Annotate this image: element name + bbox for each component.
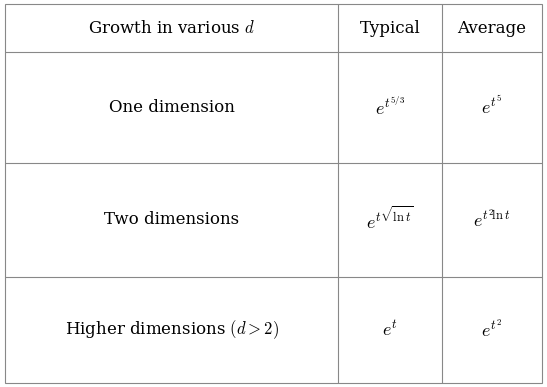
Text: $e^{t^{5/3}}$: $e^{t^{5/3}}$	[375, 96, 405, 119]
Text: $e^{t^5}$: $e^{t^5}$	[481, 96, 503, 118]
Text: Higher dimensions $(d > 2)$: Higher dimensions $(d > 2)$	[65, 319, 279, 341]
Text: Typical: Typical	[359, 20, 421, 36]
Text: $e^{t^2 \!\ln t}$: $e^{t^2 \!\ln t}$	[473, 209, 510, 231]
Text: $e^{t^2}$: $e^{t^2}$	[481, 319, 503, 341]
Text: One dimension: One dimension	[109, 99, 235, 116]
Text: Average: Average	[457, 20, 526, 36]
Text: Two dimensions: Two dimensions	[104, 211, 240, 228]
Text: $e^{t\sqrt{\ln t}}$: $e^{t\sqrt{\ln t}}$	[366, 206, 414, 233]
Text: Growth in various $d$: Growth in various $d$	[88, 20, 255, 36]
Text: $e^{t}$: $e^{t}$	[382, 320, 398, 340]
